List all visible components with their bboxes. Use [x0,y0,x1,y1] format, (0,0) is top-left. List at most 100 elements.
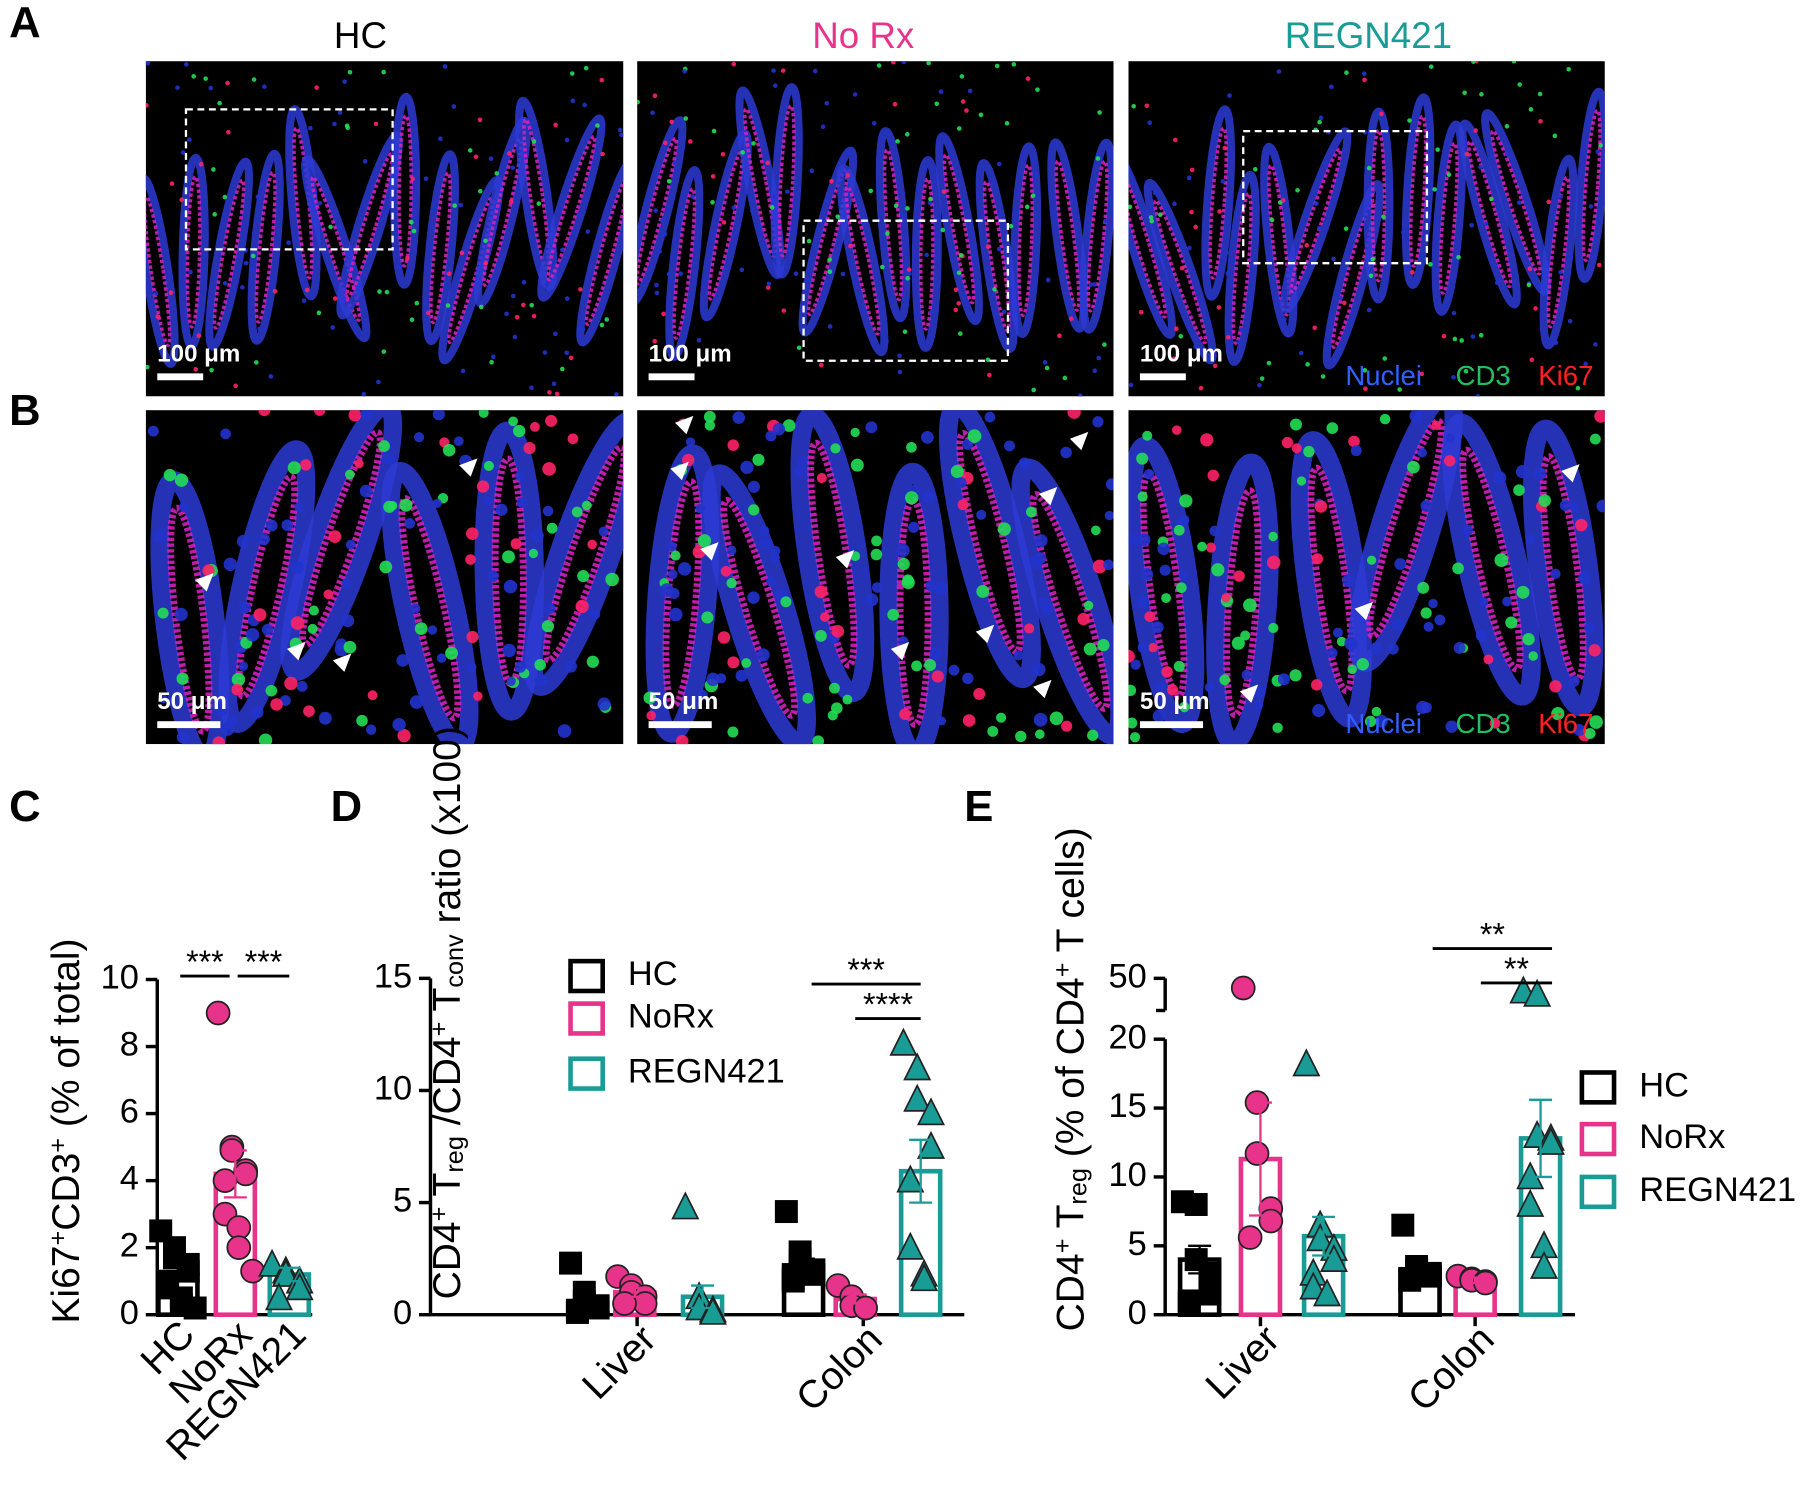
cell [1061,720,1073,732]
cell [1347,664,1357,675]
cell [459,250,465,256]
crypt-epithelium [1280,127,1352,314]
cell [727,439,739,451]
cell [887,608,900,621]
cell [1128,649,1135,663]
crypt-epithelium [770,83,803,279]
cell [231,683,243,696]
cell [598,526,609,537]
cell [303,705,315,717]
arrowhead [1033,679,1052,699]
cell [927,200,933,205]
y-axis-label-part: CD3 [45,1153,88,1231]
data-point [1536,1126,1565,1155]
cell [253,608,267,622]
cell [308,125,313,131]
crypt-ki67 [254,170,277,324]
cell [677,562,692,576]
scale-bar [648,721,712,729]
cell [1277,673,1290,686]
cell [1143,468,1155,480]
cell [578,287,583,292]
data-point [1198,1282,1222,1306]
cell [921,430,934,444]
scale-bar [648,373,695,381]
cell [830,443,841,454]
cell [1253,166,1258,172]
cell [1432,187,1437,192]
cell [477,188,483,194]
crypt-epithelium [150,471,230,745]
crypt-epithelium [798,146,858,337]
cell [586,655,599,668]
cell [483,460,494,471]
data-point [910,1263,939,1292]
cell [1224,250,1229,255]
cell [478,410,489,418]
cell [1062,375,1068,381]
cell [384,289,390,295]
cell [495,503,508,516]
cell [547,390,552,395]
cell [1105,478,1114,491]
cell [589,608,601,620]
cell [752,453,765,466]
cell [1015,730,1027,743]
cell [343,640,357,654]
cell [1128,717,1138,729]
cell [1407,460,1420,474]
data-point [671,1191,700,1220]
crypt-ki67 [707,150,745,301]
cell [1060,446,1072,459]
cell [467,148,473,153]
cell [488,156,494,161]
cell [1566,66,1571,72]
crypt-epithelium [935,132,983,326]
cell [769,205,775,210]
cell [529,302,535,308]
crypt-ki67 [672,187,697,340]
cell [1282,317,1287,322]
cell [581,500,592,511]
cell [740,460,754,474]
cell [513,424,526,438]
cell [1462,90,1467,96]
crypt-epithelium [875,127,911,323]
cell [678,271,683,277]
cell [1528,107,1534,112]
cell [145,61,151,66]
y-axis-label-part: (% of CD4 [1050,977,1093,1168]
cell [243,260,249,266]
cell [902,329,908,335]
y-axis-label-part: + [44,1138,72,1153]
error-bar [909,1138,933,1204]
cell [1594,410,1605,423]
cell [897,353,902,359]
data-point [916,1130,946,1159]
cell [964,108,969,113]
cell [564,660,577,673]
cell [1423,621,1434,632]
cell [996,712,1007,723]
cell [703,410,716,423]
cell [240,285,245,290]
cell [1243,598,1257,613]
cell [1344,70,1349,75]
cell [1366,307,1372,313]
cell [901,61,907,65]
cell [397,264,402,270]
cell [445,303,451,308]
cell [1068,316,1074,321]
cell [771,194,777,200]
cell [941,189,947,194]
cell [542,505,554,517]
cell [895,139,900,144]
cell [580,327,586,332]
cell [176,672,189,685]
cell [1136,452,1149,465]
cell [531,313,537,319]
cell [571,506,583,518]
cell [569,71,575,76]
cell [897,557,910,571]
